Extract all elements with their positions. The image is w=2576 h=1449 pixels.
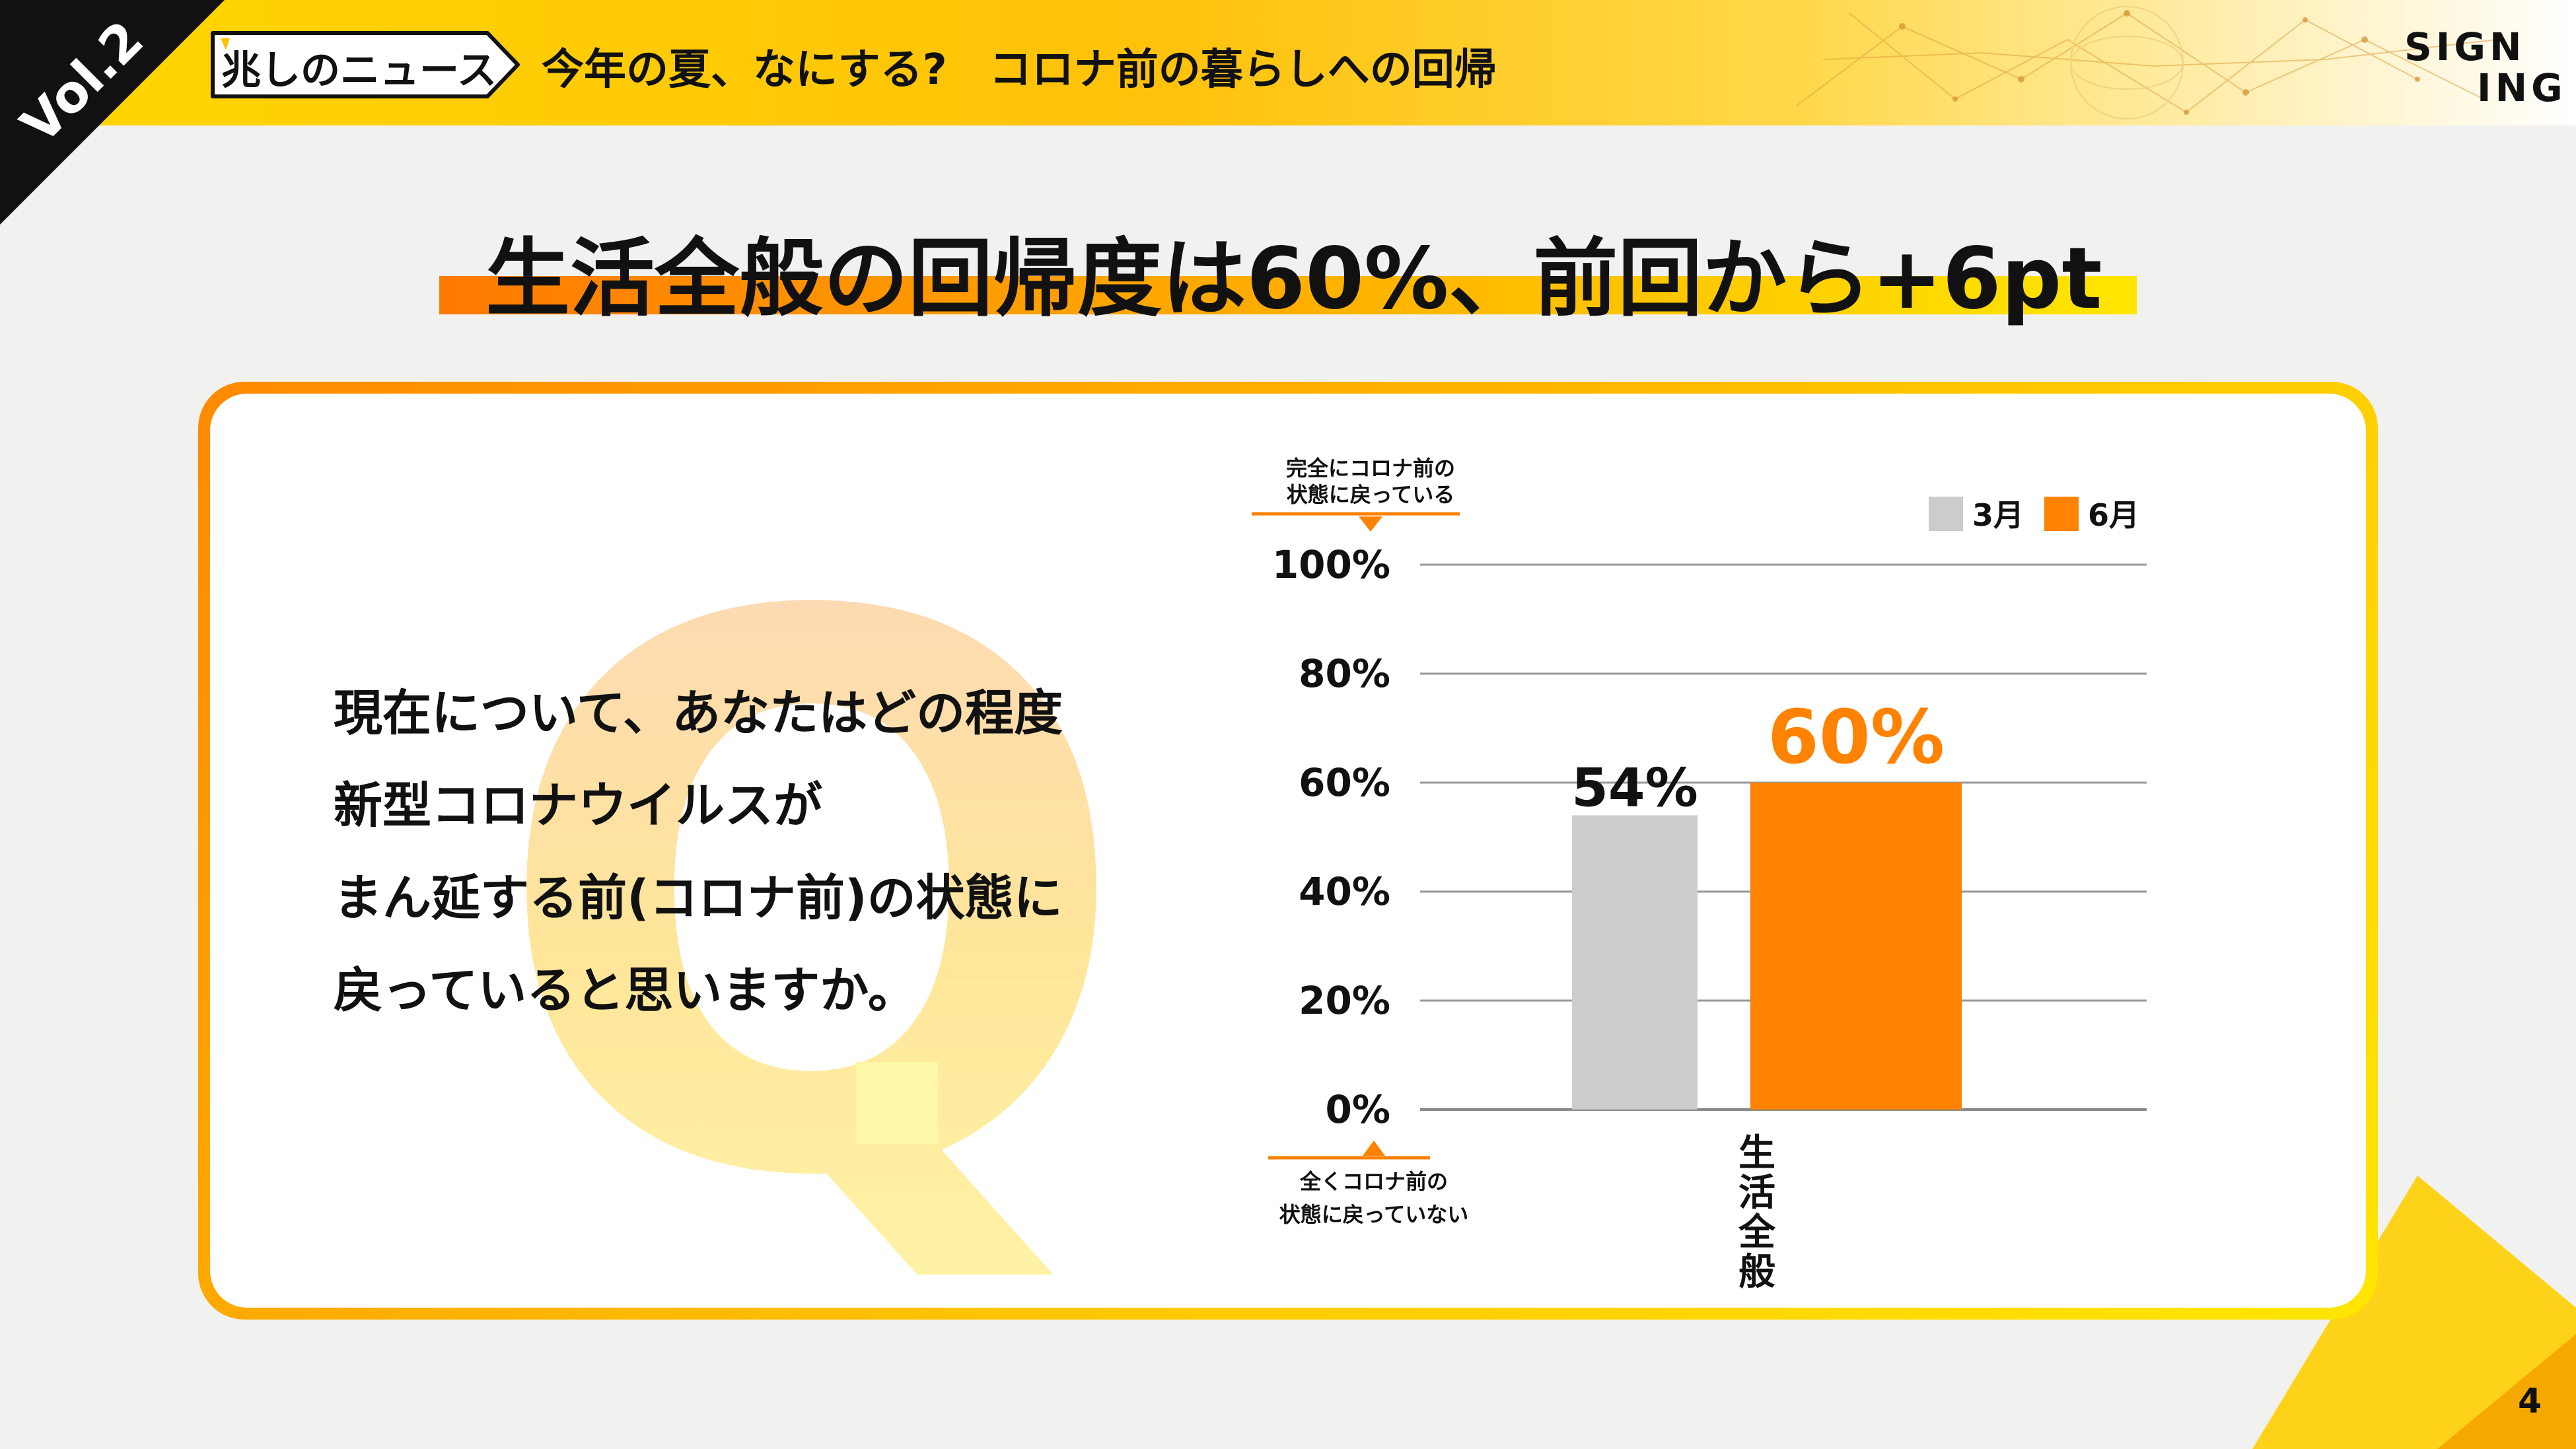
legend-label: 3月 [1972,497,2024,533]
logo-line-1: SIGN [2404,24,2526,69]
page-number: 4 [2518,1382,2542,1421]
y-tick-label: 100% [1272,542,1390,587]
bar [1572,815,1698,1110]
category-label-char: 活 [1738,1172,1775,1215]
data-label: 54% [1571,758,1698,819]
corner-decoration [2252,1176,2576,1449]
bar [1750,783,1962,1110]
y-bottom-note-line: 全くコロナ前の [1299,1169,1448,1194]
vol-corner-badge [0,0,225,225]
data-label: 60% [1768,695,1945,781]
logo-line-2: ING [2477,65,2567,110]
legend-label: 6月 [2088,497,2139,533]
y-tick-label: 0% [1326,1087,1390,1132]
y-top-note-line: 完全にコロナ前の [1286,456,1455,481]
up-arrow-icon [1363,1141,1385,1156]
q-watermark: Q [489,460,1135,1343]
y-bottom-note-line: 状態に戻っていない [1279,1202,1468,1227]
title-underline-bar [439,276,2137,314]
content-card [198,382,2378,1320]
y-tick-label: 60% [1299,760,1390,805]
news-tag-badge [211,31,520,98]
network-decoration [1796,6,2497,120]
legend-swatch [1929,497,1963,531]
question-line: 新型コロナウイルスが [334,777,822,834]
header-title: 今年の夏、なにする? コロナ前の暮らしへの回帰 [542,46,1497,94]
category-label-char: 生 [1738,1132,1775,1175]
category-label-char: 般 [1738,1251,1775,1294]
y-tick-label: 40% [1299,869,1390,914]
q-watermark-dot [856,1062,938,1144]
question-line: まん延する前(コロナ前)の状態に [334,870,1063,927]
y-tick-label: 20% [1299,978,1390,1023]
main-title: 生活全般の回帰度は60%、前回から+6pt [485,230,2102,328]
question-line: 戻っていると思いますか。 [334,962,917,1019]
category-label-char: 全 [1738,1211,1776,1254]
content-card-inner [210,394,2366,1308]
question-line: 現在について、あなたはどの程度 [334,685,1063,742]
y-tick-label: 80% [1299,651,1390,696]
down-arrow-icon [1359,516,1382,532]
news-tag-label: 兆しのニュース [221,48,497,94]
y-top-note-line: 状態に戻っている [1287,482,1454,507]
question-text: 現在について、あなたはどの程度 新型コロナウイルスが まん延する前(コロナ前)の… [334,667,1063,1037]
legend-swatch [2044,497,2079,531]
signing-logo: SIGN ING [2404,26,2563,108]
